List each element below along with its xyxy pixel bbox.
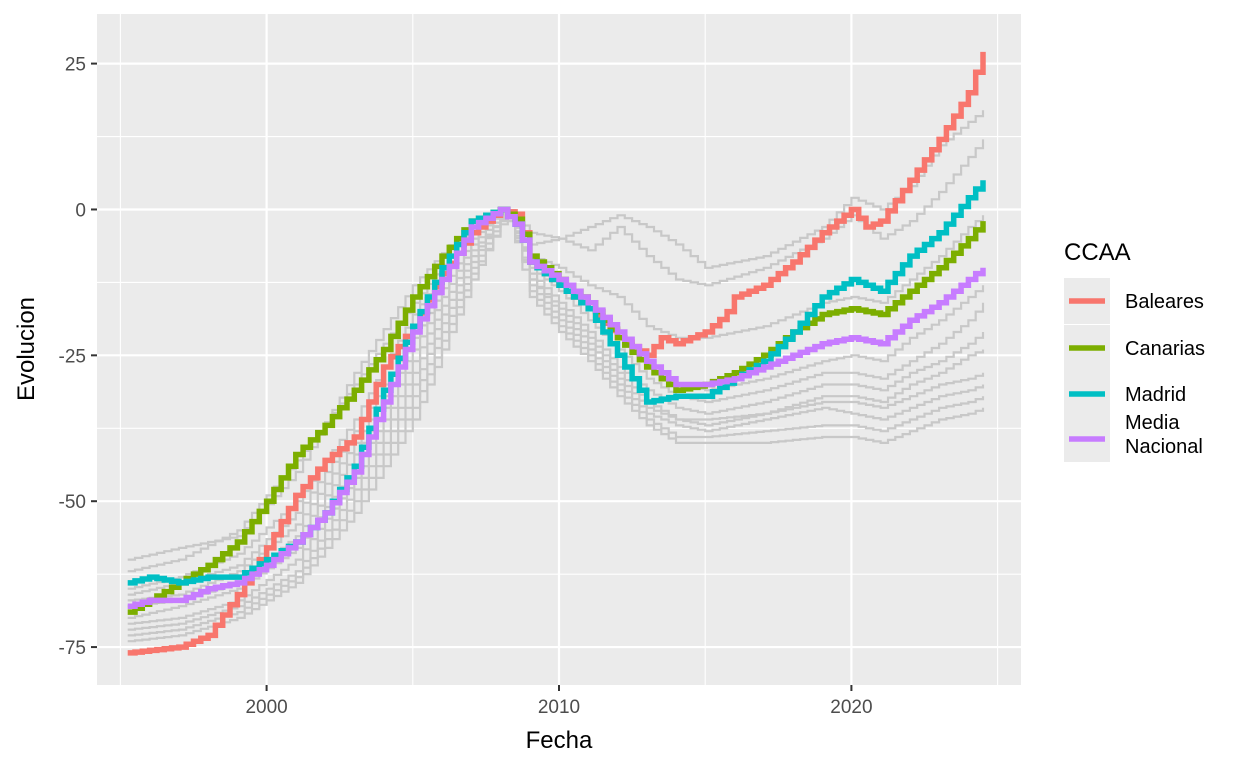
legend-label-madrid: Madrid xyxy=(1125,384,1186,406)
series-line-media-nacional xyxy=(127,206,986,609)
y-tick-label: 0 xyxy=(75,200,86,221)
background-series-line-10 xyxy=(127,210,985,637)
x-axis: 2000 2010 2020 xyxy=(245,685,873,718)
legend-label-line: Nacional xyxy=(1125,436,1203,458)
highlighted-series xyxy=(127,51,986,656)
legend-label-canarias: Canarias xyxy=(1125,338,1205,360)
x-tick-label: 2000 xyxy=(245,697,287,718)
y-axis-title: Evolucion xyxy=(13,297,40,401)
y-axis: 25 0 -25 -50 -75 xyxy=(59,55,97,659)
legend-label-line: Media xyxy=(1125,412,1180,434)
background-series-line-1 xyxy=(127,110,985,561)
y-tick-label: -50 xyxy=(59,492,86,513)
major-gridlines xyxy=(97,14,1021,685)
legend-label-baleares: Baleares xyxy=(1125,291,1204,313)
background-series-line-9 xyxy=(127,213,985,631)
background-series-line-11 xyxy=(127,213,985,643)
background-series-line-3 xyxy=(127,211,985,590)
x-axis-title: Fecha xyxy=(526,727,593,754)
y-tick-label: -25 xyxy=(59,346,86,367)
legend-title: CCAA xyxy=(1064,239,1131,266)
y-tick-label: 25 xyxy=(65,55,86,76)
legend-label-media-nacional: Media Nacional xyxy=(1125,412,1203,458)
background-series-line-8 xyxy=(127,213,985,625)
legend: CCAA Baleares Canarias Madrid Media Nacional xyxy=(1064,239,1205,462)
x-tick-label: 2020 xyxy=(830,697,872,718)
y-tick-label: -75 xyxy=(59,638,86,659)
x-tick-label: 2010 xyxy=(538,697,580,718)
